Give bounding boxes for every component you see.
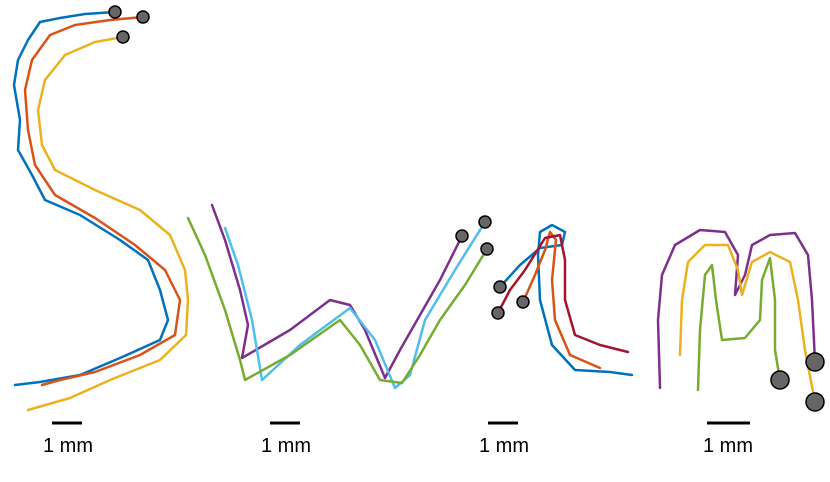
letter-s xyxy=(12,5,190,412)
start-marker xyxy=(491,306,505,320)
scale-label: 1 mm xyxy=(261,435,311,457)
scale-label: 1 mm xyxy=(43,435,93,457)
start-marker xyxy=(478,215,492,229)
start-marker xyxy=(480,242,494,256)
trajectory xyxy=(496,233,630,354)
trajectory xyxy=(23,15,182,387)
scale-label: 1 mm xyxy=(703,435,753,457)
start-marker xyxy=(455,229,469,243)
trajectory xyxy=(223,220,487,390)
letter-m xyxy=(656,228,825,412)
trajectory xyxy=(210,203,464,380)
start-marker xyxy=(516,295,530,309)
start-marker xyxy=(136,10,150,24)
scale-label: 1 mm xyxy=(479,435,529,457)
start-marker xyxy=(805,392,825,412)
start-marker xyxy=(108,5,122,19)
trajectory xyxy=(26,35,190,412)
start-marker xyxy=(770,370,790,390)
letter-w xyxy=(186,203,494,390)
start-marker xyxy=(493,280,507,294)
trajectory xyxy=(12,10,170,387)
trajectory xyxy=(186,216,489,385)
trajectory xyxy=(521,230,602,370)
trajectory xyxy=(656,228,817,390)
start-marker xyxy=(116,30,130,44)
trajectory xyxy=(678,243,817,404)
trajectory xyxy=(696,256,782,392)
start-marker xyxy=(805,352,825,372)
letter-a xyxy=(491,223,634,377)
